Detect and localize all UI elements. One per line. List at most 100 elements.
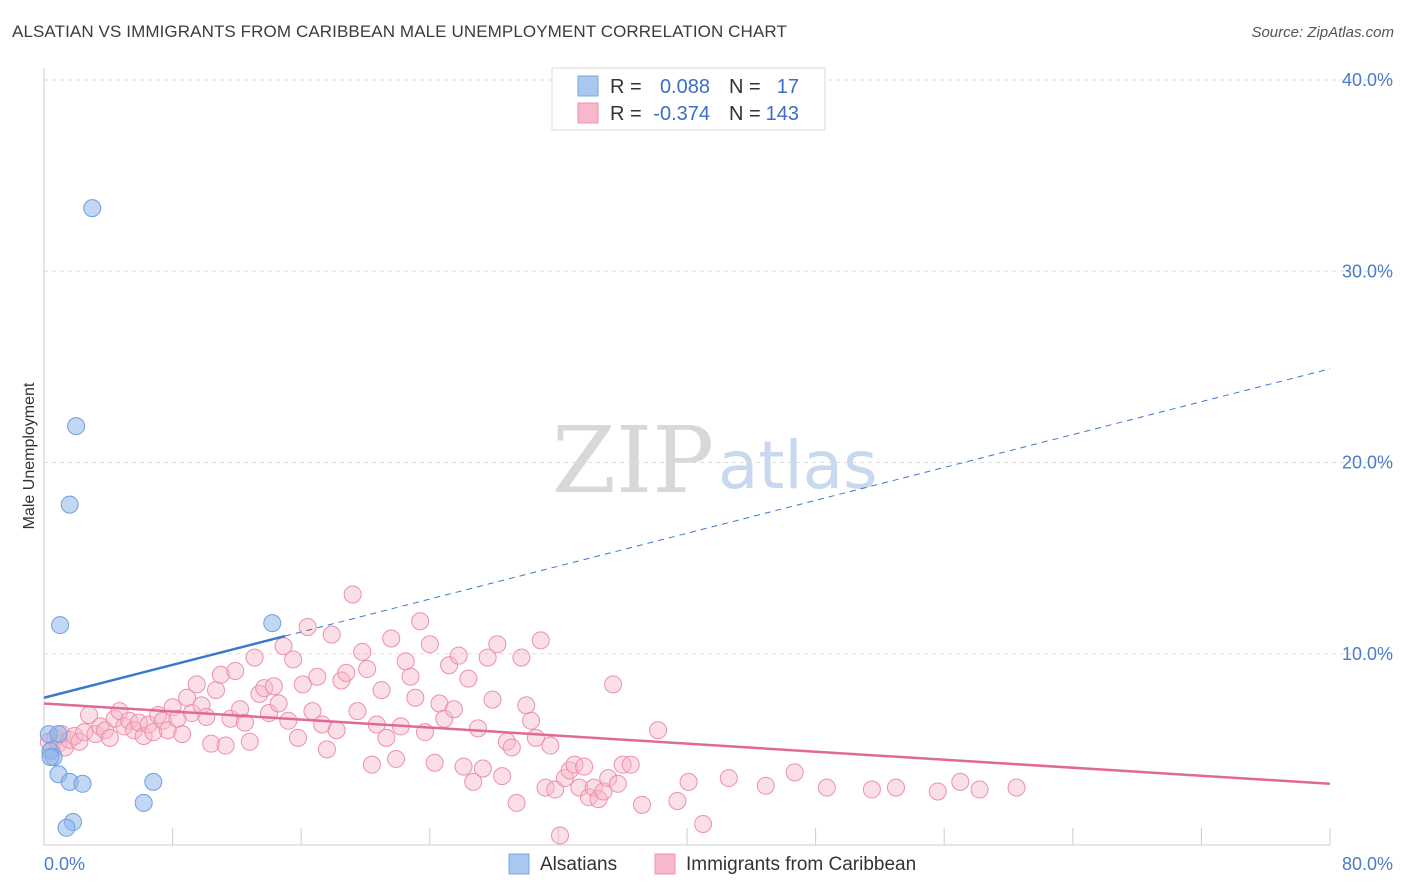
caribbean-point [444,700,463,719]
caribbean-point [70,732,89,751]
caribbean-point [862,780,881,799]
caribbean-point [353,642,372,661]
bottom-legend-swatch-caribbean [654,853,676,875]
caribbean-point [348,702,367,721]
caribbean-trend [43,702,1331,786]
alsatian-point [60,495,79,514]
caribbean-point [264,677,283,696]
legend-r-value-2: -0.374 [653,103,710,125]
watermark-zip: ZIP [552,407,714,514]
caribbean-point [546,780,565,799]
caribbean-point [517,696,536,715]
caribbean-point [75,723,94,742]
caribbean-point [483,690,502,709]
caribbean-points [39,585,1026,845]
alsatian-point [41,748,60,767]
legend-n-value-1: 17 [777,76,799,98]
caribbean-point [469,719,488,738]
caribbean-point [928,782,947,801]
legend-n-label-2: N = [729,103,761,125]
caribbean-point [235,713,254,732]
caribbean-point [226,661,245,680]
y-tick-label-10: 10.0% [1342,644,1393,664]
caribbean-point [207,681,226,700]
alsatian-point [144,772,163,791]
caribbean-point [420,635,439,654]
trend-lines [43,368,1331,786]
caribbean-point [396,652,415,671]
alsatian-point [57,818,76,837]
caribbean-point [507,793,526,812]
caribbean-point [649,721,668,740]
watermark-atlas: atlas [718,427,878,504]
caribbean-point [679,772,698,791]
caribbean-point [488,635,507,654]
alsatian-trend-solid [43,634,286,699]
caribbean-point [269,694,288,713]
bottom-legend-label-alsatians: Alsatians [540,854,617,875]
legend-swatch-caribbean [577,102,599,124]
caribbean-point [317,740,336,759]
caribbean-point [817,778,836,797]
caribbean-point [211,665,230,684]
caribbean-point [343,585,362,604]
alsatian-trend-dashed [285,368,1331,637]
caribbean-point [288,728,307,747]
x-tick-label-min: 0.0% [44,854,85,874]
bottom-legend-label-caribbean: Immigrants from Caribbean [686,854,916,875]
caribbean-point [449,646,468,665]
caribbean-point [464,772,483,791]
caribbean-point [216,736,235,755]
caribbean-point [144,723,163,742]
caribbean-point [202,734,221,753]
bottom-legend-swatch-alsatians [508,853,530,875]
y-tick-label-40: 40.0% [1342,70,1393,90]
caribbean-point [173,725,192,744]
caribbean-point [1007,778,1026,797]
caribbean-point [401,667,420,686]
y-tick-label-20: 20.0% [1342,453,1393,473]
caribbean-point [358,660,377,679]
caribbean-point [279,711,298,730]
alsatian-point [51,616,70,635]
alsatian-point [134,793,153,812]
caribbean-point [719,769,738,788]
caribbean-point [362,755,381,774]
watermark: ZIP atlas [552,407,878,514]
legend-swatch-alsatians [577,75,599,97]
alsatian-points [39,199,282,837]
legend-r-label-2: R = [610,103,642,125]
caribbean-point [621,755,640,774]
caribbean-point [308,667,327,686]
caribbean-point [382,629,401,648]
caribbean-point [604,675,623,694]
alsatian-point [73,774,92,793]
caribbean-point [134,726,153,745]
caribbean-point [493,767,512,786]
caribbean-point [560,761,579,780]
chart-title: ALSATIAN VS IMMIGRANTS FROM CARIBBEAN MA… [12,22,787,41]
y-tick-labels: 10.0% 20.0% 30.0% 40.0% [1342,70,1393,664]
caribbean-point [153,711,172,730]
caribbean-point [473,759,492,778]
caribbean-point [551,826,570,845]
caribbean-point [522,711,541,730]
caribbean-point [459,669,478,688]
caribbean-point [425,753,444,772]
alsatian-point [263,614,282,633]
alsatian-point [83,199,102,218]
caribbean-point [694,814,713,833]
caribbean-point [668,792,687,811]
caribbean-point [337,663,356,682]
caribbean-point [478,648,497,667]
caribbean-point [284,650,303,669]
caribbean-point [756,776,775,795]
caribbean-point [541,736,560,755]
alsatian-point [67,417,86,436]
caribbean-point [250,684,269,703]
legend-r-value-1: 0.088 [660,76,710,98]
caribbean-point [293,675,312,694]
caribbean-point [531,631,550,650]
caribbean-point [570,778,589,797]
